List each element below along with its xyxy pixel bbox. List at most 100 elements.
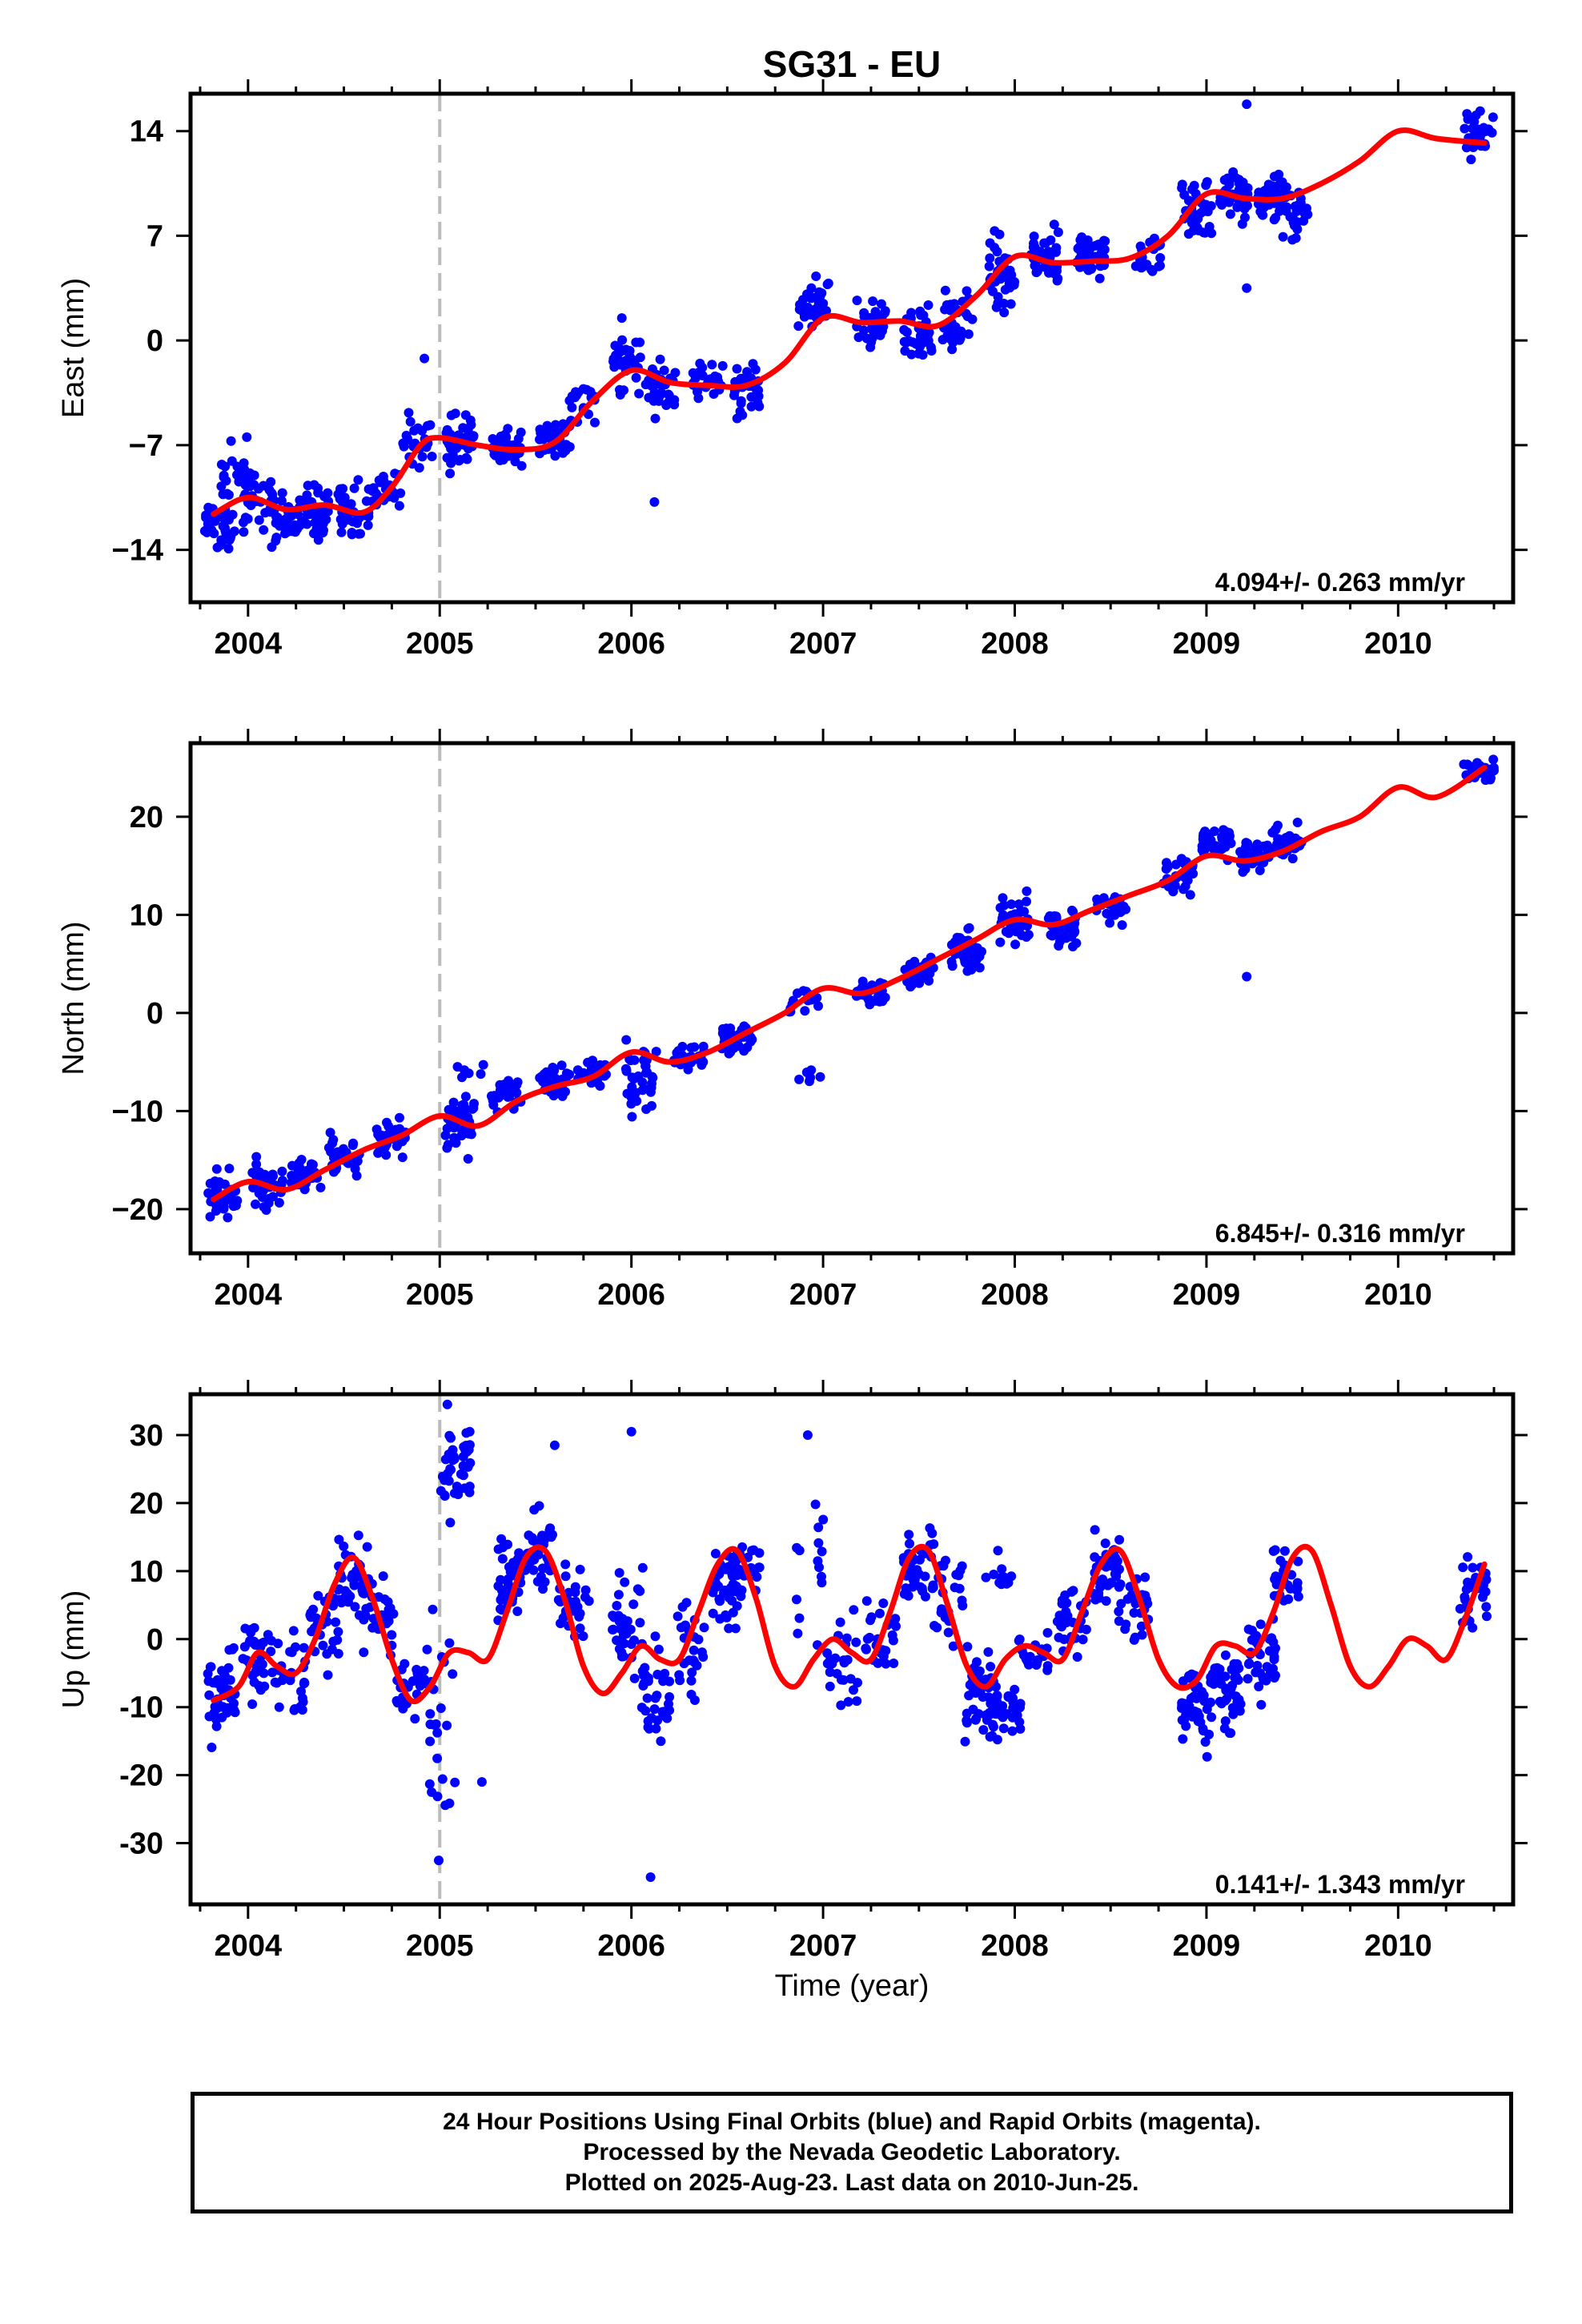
data-point [446, 1433, 456, 1443]
data-point [350, 1164, 360, 1174]
data-point [258, 1185, 268, 1196]
data-point [918, 310, 929, 320]
y-axis-title: North (mm) [57, 921, 90, 1075]
data-point [1098, 893, 1109, 903]
time-series-chart: SG31 - EU 2004 2005 2006 2007 2008 2009 201014… [57, 43, 1528, 2003]
data-point [822, 1659, 833, 1669]
data-point [714, 1594, 725, 1604]
data-point [968, 1704, 978, 1715]
data-point [983, 1647, 994, 1657]
data-point [588, 1055, 598, 1066]
data-point [211, 1164, 222, 1174]
data-point [794, 1546, 805, 1556]
data-point [1257, 210, 1267, 219]
data-point [697, 363, 708, 372]
data-point [274, 1702, 284, 1712]
data-point [208, 1678, 219, 1688]
data-point [1136, 1621, 1146, 1631]
data-point [736, 398, 746, 408]
data-point [283, 526, 293, 537]
data-point [687, 1667, 697, 1678]
data-point [839, 1658, 849, 1668]
data-point [295, 1163, 305, 1172]
data-point [653, 1644, 664, 1655]
data-point [1099, 244, 1110, 255]
data-point [658, 1676, 669, 1687]
plot-frame [188, 91, 1516, 605]
data-point [1077, 248, 1087, 259]
data-point [1101, 1596, 1111, 1606]
data-point [802, 1430, 813, 1440]
data-point [1215, 1664, 1225, 1675]
data-point [616, 313, 627, 324]
trend-fit-line [211, 127, 1488, 517]
data-point [905, 1538, 914, 1549]
data-point [437, 1774, 448, 1784]
data-point [271, 536, 281, 546]
data-point [401, 430, 412, 440]
data-point [548, 1091, 559, 1101]
data-point [851, 1637, 861, 1647]
data-point [1053, 227, 1063, 237]
data-point [556, 1060, 567, 1071]
data-point [673, 1046, 684, 1056]
data-point [436, 1703, 446, 1713]
data-point [424, 1779, 435, 1789]
data-point [1225, 209, 1235, 219]
data-point [849, 1605, 859, 1615]
data-point [1162, 862, 1173, 872]
data-point [367, 1622, 378, 1633]
data-point [425, 1709, 436, 1719]
data-point [926, 342, 936, 352]
data-point [1267, 1646, 1278, 1656]
y-tick-label: −20 [112, 1193, 163, 1227]
data-point [1239, 203, 1250, 214]
x-tick-label: 2006 [597, 1278, 665, 1312]
data-point [652, 1670, 663, 1679]
data-point [913, 348, 924, 359]
data-point [440, 1130, 451, 1140]
data-point [1207, 1712, 1217, 1723]
data-point [556, 443, 567, 453]
data-point [645, 1872, 656, 1882]
data-point [1292, 224, 1303, 235]
data-point [745, 1032, 756, 1043]
data-point [865, 999, 875, 1010]
data-point [974, 963, 985, 973]
data-point [460, 1128, 470, 1139]
data-point [963, 923, 974, 934]
data-point [514, 1548, 524, 1558]
data-point [711, 1581, 721, 1591]
data-point [874, 1608, 885, 1618]
data-point [347, 528, 357, 537]
data-point [1271, 183, 1281, 194]
data-point [1460, 1594, 1471, 1605]
data-point [906, 349, 917, 360]
data-point [1068, 942, 1078, 951]
data-point [1220, 1716, 1231, 1727]
panel-north: 2004 2005 2006 2007 2008 2009 201020100−10−20N… [57, 729, 1528, 1312]
data-point [650, 1693, 661, 1703]
data-point [901, 337, 912, 347]
data-point [947, 961, 958, 971]
data-point [951, 1570, 962, 1580]
data-point [549, 1440, 560, 1450]
data-point [727, 1569, 737, 1578]
data-point [1468, 1562, 1478, 1573]
data-point [813, 1522, 824, 1533]
data-point [1242, 971, 1252, 982]
data-point [1471, 111, 1481, 120]
data-point [1271, 824, 1281, 834]
y-tick-label: -30 [119, 1827, 163, 1861]
data-point [1244, 1659, 1255, 1668]
data-point [997, 1564, 1007, 1574]
data-point [323, 488, 333, 498]
data-point [216, 460, 227, 469]
data-point [962, 1642, 973, 1652]
data-point [299, 1642, 309, 1653]
data-point [1015, 1723, 1026, 1734]
data-point [327, 1138, 337, 1148]
data-point [1082, 235, 1093, 245]
data-point [449, 1132, 460, 1143]
data-point [628, 1599, 639, 1610]
